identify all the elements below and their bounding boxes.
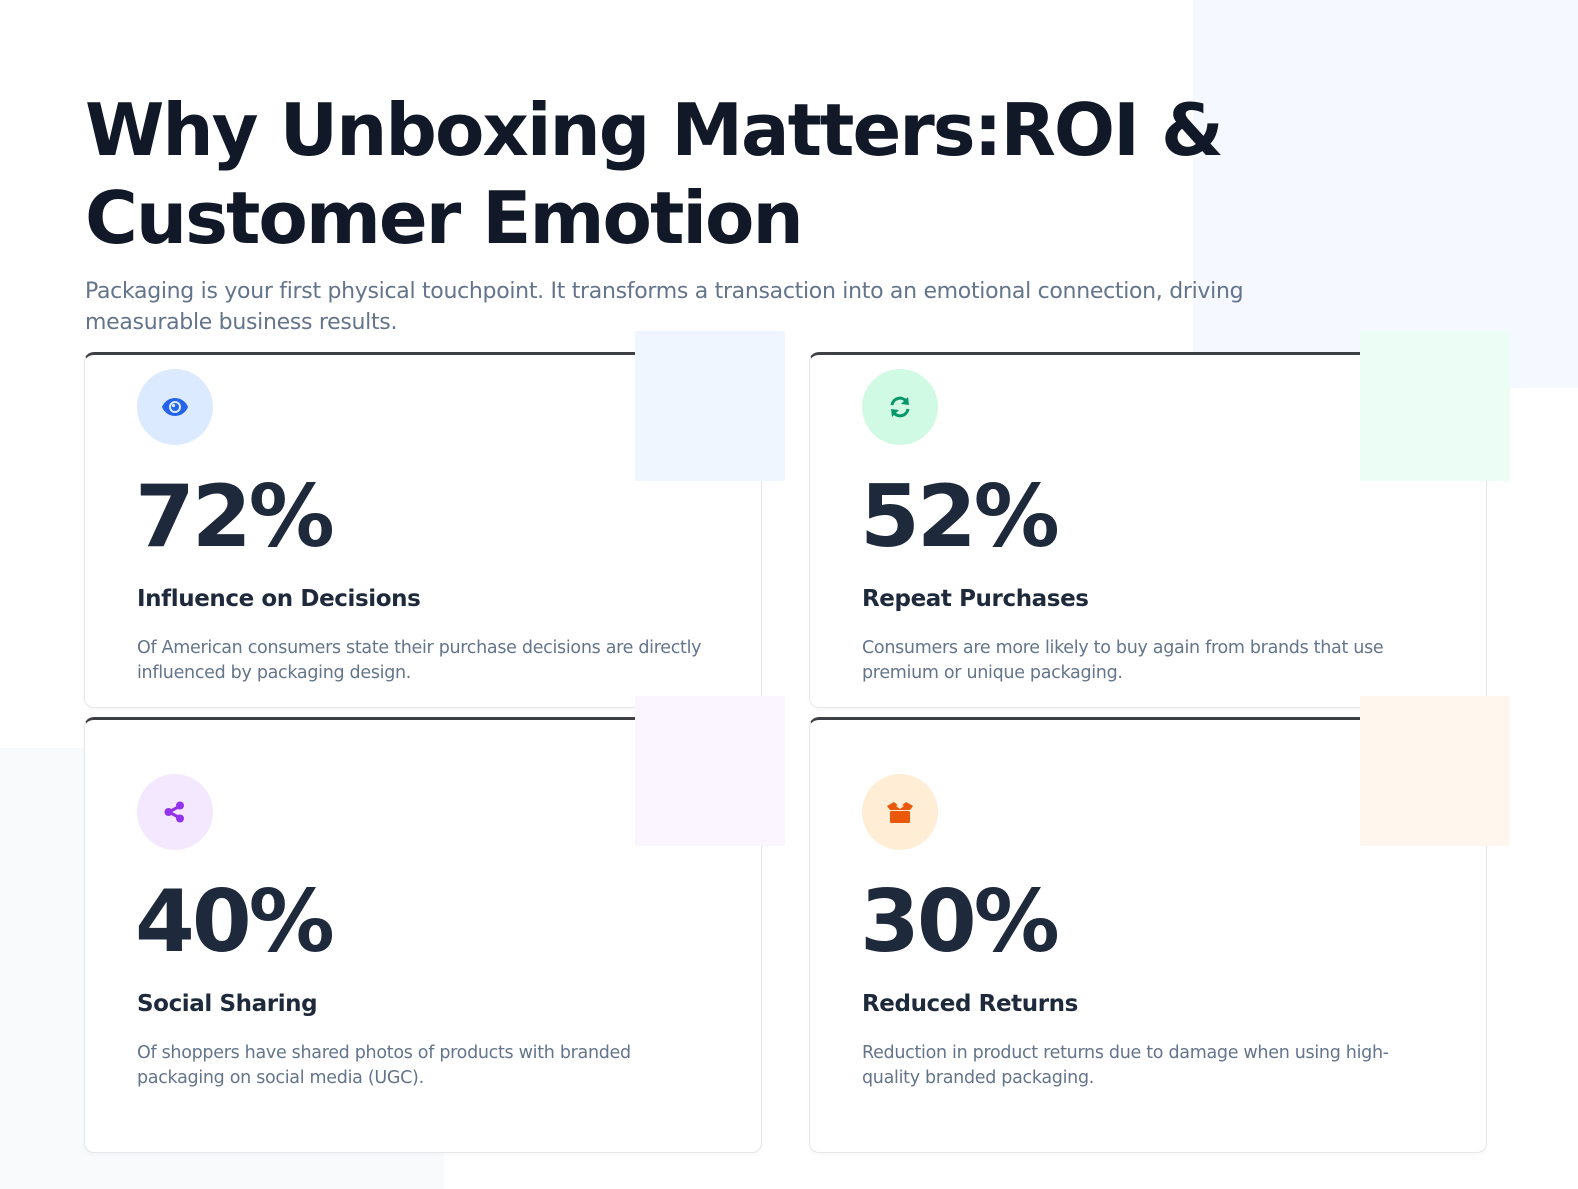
box-open-icon: [887, 802, 913, 823]
stat-label: Repeat Purchases: [862, 586, 1089, 612]
stat-description: Consumers are more likely to buy again f…: [862, 638, 1384, 683]
stat-card-reduced-returns: 30% Reduced Returns Reduction in product…: [809, 696, 1510, 1153]
card-decoration: [1360, 696, 1510, 846]
icon-badge: [862, 369, 938, 445]
stat-label: Reduced Returns: [862, 991, 1078, 1017]
stat-value: 72%: [135, 467, 335, 567]
refresh-icon: [890, 396, 910, 418]
stat-description: Reduction in product returns due to dama…: [862, 1043, 1389, 1088]
stat-value: 52%: [860, 467, 1060, 567]
stat-description: Of shoppers have shared photos of produc…: [137, 1043, 631, 1088]
stat-card-influence: 72% Influence on Decisions Of American c…: [84, 331, 785, 708]
stat-label: Influence on Decisions: [137, 586, 421, 612]
card-decoration: [1360, 331, 1510, 481]
stat-label: Social Sharing: [137, 991, 318, 1017]
stat-card-repeat-purchases: 52% Repeat Purchases Consumers are more …: [809, 331, 1510, 708]
icon-badge: [862, 774, 938, 850]
page-title: Why Unboxing Matters:ROI & Customer Emot…: [85, 88, 1224, 260]
card-decoration: [635, 331, 785, 481]
stat-card-social-sharing: 40% Social Sharing Of shoppers have shar…: [84, 696, 785, 1153]
share-icon: [164, 801, 184, 823]
eye-icon: [162, 398, 188, 416]
card-decoration: [635, 696, 785, 846]
stat-description: Of American consumers state their purcha…: [137, 638, 702, 683]
background-accent-top-right: [1193, 0, 1578, 388]
stat-value: 40%: [135, 872, 335, 972]
stat-value: 30%: [860, 872, 1060, 972]
page-subtitle: Packaging is your first physical touchpo…: [85, 279, 1244, 335]
icon-badge: [137, 774, 213, 850]
icon-badge: [137, 369, 213, 445]
